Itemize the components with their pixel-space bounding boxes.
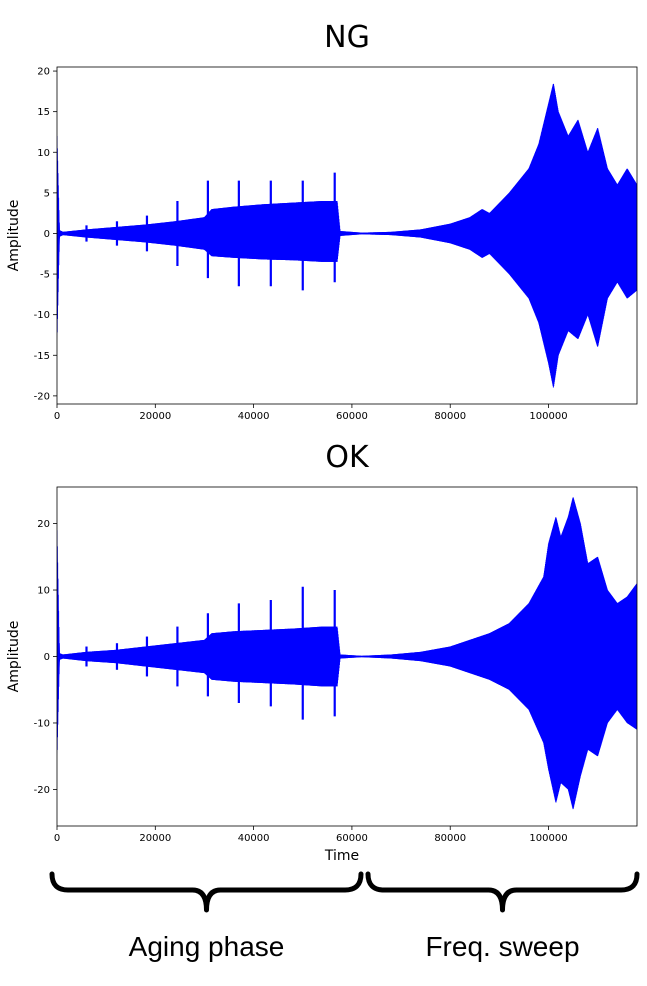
panel-ok: OK 0 20000 40000 60000 80000 100000 20 10 0 -10 -20… [6,440,638,864]
phase-label: Freq. sweep [425,931,579,962]
x-tick-label: 80000 [434,833,466,844]
y-axis-label: Amplitude [6,621,22,693]
x-tick-label: 20000 [139,833,171,844]
plot-area [57,83,637,388]
y-tick-label: -20 [34,785,50,796]
x-tick-label: 100000 [529,411,567,422]
chart-title: OK [325,440,370,475]
y-tick-label: -15 [34,351,50,362]
y-tick-label: 0 [44,652,50,663]
x-tick-label: 100000 [529,833,567,844]
phase-label: Aging phase [129,931,285,962]
x-tick-label: 0 [54,411,60,422]
x-tick-label: 60000 [336,833,368,844]
y-tick-label: 0 [44,229,50,240]
y-tick-label: -5 [40,270,50,281]
plot-area [57,497,637,810]
panel-ng: NG 0 20000 40000 60000 80000 100000 20 15 10 5 0 -5 -… [6,20,638,422]
y-tick-label: -10 [34,310,50,321]
x-tick-label: 20000 [139,411,171,422]
x-tick-label: 80000 [434,411,466,422]
x-tick-label: 40000 [238,833,270,844]
y-tick-label: 20 [37,519,50,530]
signal-envelope [57,85,637,386]
x-tick-label: 0 [54,833,60,844]
brace-freq-sweep [365,871,640,913]
axes-frame [56,66,638,405]
y-tick-label: -10 [34,718,50,729]
brace-aging-phase [49,871,364,913]
y-axis-label: Amplitude [6,200,22,272]
y-tick-label: 20 [37,67,50,78]
y-tick-label: 15 [37,107,50,118]
x-tick-label: 40000 [238,411,270,422]
signal-envelope [57,497,637,809]
y-tick-label: -20 [34,391,50,402]
chart-title: NG [324,20,370,55]
y-tick-label: 5 [44,188,50,199]
x-axis-label: Time [324,848,359,864]
x-tick-label: 60000 [336,411,368,422]
y-tick-label: 10 [37,586,50,597]
y-tick-label: 10 [37,148,50,159]
